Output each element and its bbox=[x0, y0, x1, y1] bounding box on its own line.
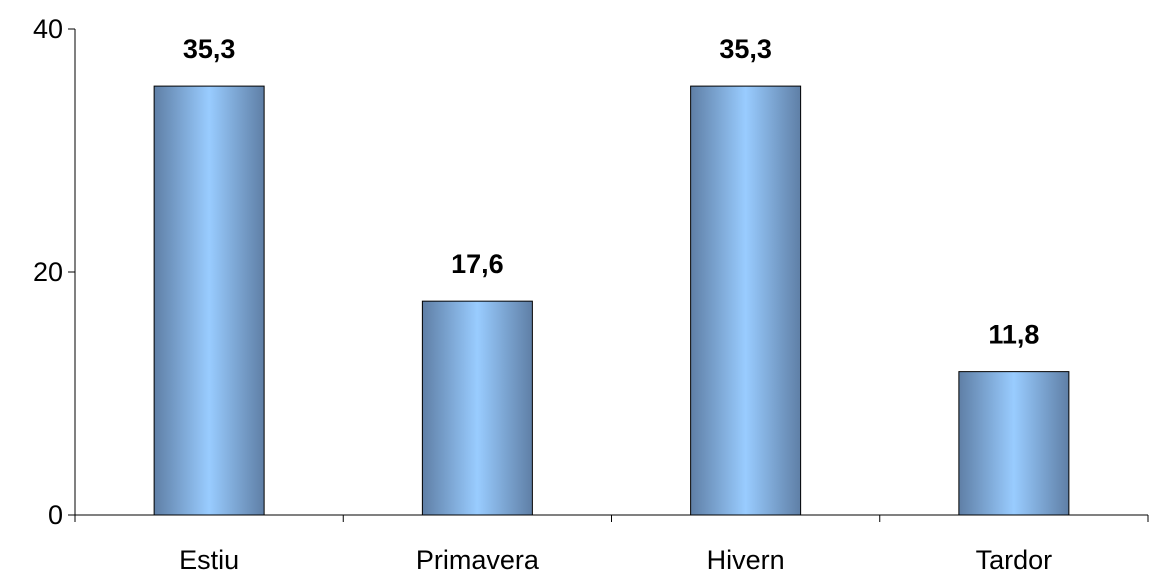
x-category-label: Primavera bbox=[416, 545, 540, 575]
bar bbox=[958, 371, 1070, 516]
chart-bars bbox=[153, 85, 1070, 516]
data-label: 11,8 bbox=[988, 320, 1039, 350]
data-label: 17,6 bbox=[451, 249, 504, 279]
y-tick-label: 40 bbox=[33, 14, 63, 44]
chart-labels: 0 20 40 35,3 Estiu 17,6 Primavera 35,3 Hivern 11,… bbox=[33, 14, 1052, 575]
y-tick-label: 20 bbox=[33, 257, 63, 287]
data-label: 35,3 bbox=[183, 34, 236, 64]
bar bbox=[690, 85, 802, 516]
x-category-label: Hivern bbox=[707, 545, 785, 575]
x-category-label: Estiu bbox=[179, 545, 239, 575]
y-tick-label: 0 bbox=[48, 500, 63, 530]
bar bbox=[153, 85, 265, 516]
bar bbox=[421, 300, 533, 516]
data-label: 35,3 bbox=[719, 34, 772, 64]
x-category-label: Tardor bbox=[976, 545, 1053, 575]
